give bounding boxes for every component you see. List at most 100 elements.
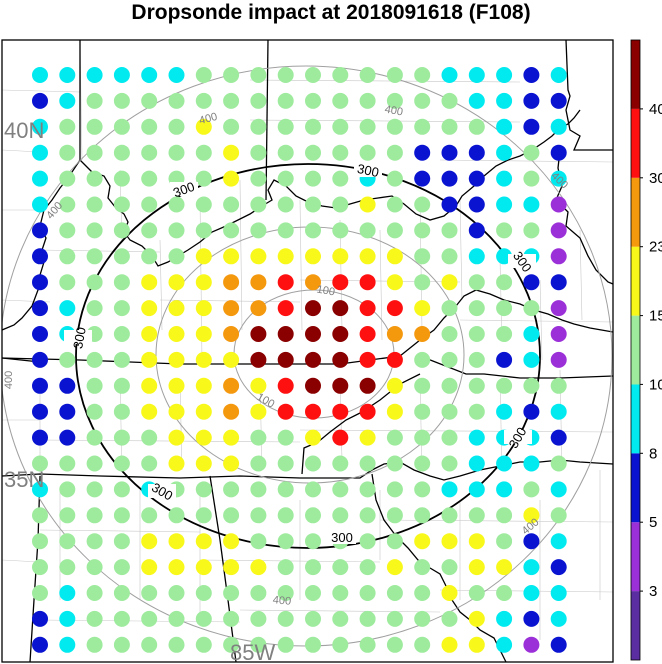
dropsonde-marker <box>168 533 185 550</box>
dropsonde-marker <box>441 248 458 265</box>
dropsonde-marker <box>305 610 321 627</box>
dropsonde-marker <box>59 118 76 135</box>
dropsonde-marker <box>168 196 185 213</box>
dropsonde-marker <box>195 118 212 135</box>
dropsonde-marker <box>550 274 567 291</box>
dropsonde-marker <box>523 585 540 601</box>
dropsonde-marker <box>496 533 513 550</box>
dropsonde-marker <box>59 222 76 239</box>
dropsonde-marker <box>86 533 103 550</box>
map-frame <box>1 39 614 663</box>
dropsonde-marker <box>223 585 240 601</box>
dropsonde-marker <box>496 196 513 213</box>
dropsonde-marker <box>223 455 240 472</box>
colorbar-tick-label: 10 <box>649 376 662 393</box>
dropsonde-marker <box>550 429 567 446</box>
dropsonde-marker <box>113 403 130 420</box>
dropsonde-marker <box>523 610 540 627</box>
dropsonde-marker <box>305 351 321 368</box>
colorbar-tick-label: 5 <box>649 514 657 531</box>
dropsonde-marker <box>195 533 212 550</box>
dropsonde-marker <box>332 636 349 653</box>
dropsonde-marker <box>59 507 76 524</box>
dropsonde-marker <box>359 610 376 627</box>
dropsonde-marker <box>168 610 185 627</box>
dropsonde-marker <box>141 326 158 342</box>
dropsonde-marker <box>86 455 103 472</box>
dropsonde-marker <box>195 92 212 109</box>
dropsonde-marker <box>277 636 294 653</box>
dropsonde-marker <box>195 377 212 394</box>
colorbar-segment <box>631 246 640 316</box>
dropsonde-marker <box>386 351 403 368</box>
dropsonde-marker <box>250 559 267 576</box>
dropsonde-marker <box>141 222 158 239</box>
dropsonde-marker <box>496 118 513 135</box>
dropsonde-marker <box>168 67 185 83</box>
colorbar-segment <box>631 108 640 178</box>
dropsonde-marker <box>113 507 130 524</box>
dropsonde-marker <box>32 222 48 239</box>
dropsonde-marker <box>305 507 321 524</box>
dropsonde-marker <box>359 585 376 601</box>
dropsonde-marker <box>332 196 349 213</box>
colorbar-tick-label: 23 <box>649 239 662 256</box>
dropsonde-marker <box>441 222 458 239</box>
colorbar-segment <box>631 453 640 523</box>
dropsonde-marker <box>223 118 240 135</box>
dropsonde-marker <box>32 144 48 161</box>
dropsonde-marker <box>305 377 321 394</box>
dropsonde-marker <box>277 481 294 498</box>
dropsonde-marker <box>113 585 130 601</box>
dropsonde-marker <box>32 170 48 187</box>
dropsonde-marker <box>86 196 103 213</box>
dropsonde-marker <box>359 274 376 291</box>
dropsonde-marker <box>523 326 540 342</box>
dropsonde-marker <box>550 636 567 653</box>
dropsonde-marker <box>32 377 48 394</box>
dropsonde-marker <box>386 585 403 601</box>
colorbar-frame <box>630 39 641 661</box>
dropsonde-marker <box>141 429 158 446</box>
dropsonde-marker <box>168 118 185 135</box>
dropsonde-marker <box>168 429 185 446</box>
dropsonde-marker <box>441 429 458 446</box>
dropsonde-marker <box>141 144 158 161</box>
dropsonde-marker <box>359 326 376 342</box>
dropsonde-marker <box>86 559 103 576</box>
dropsonde-marker <box>59 636 76 653</box>
dropsonde-marker <box>523 533 540 550</box>
dropsonde-marker <box>386 222 403 239</box>
dropsonde-marker <box>86 274 103 291</box>
dropsonde-marker <box>386 533 403 550</box>
contour-label-300: 300 <box>171 179 197 201</box>
dropsonde-marker <box>359 455 376 472</box>
dropsonde-marker <box>305 248 321 265</box>
dropsonde-marker <box>59 274 76 291</box>
dropsonde-marker <box>168 507 185 524</box>
dropsonde-marker <box>59 144 76 161</box>
contour-label-400: 400 <box>384 103 404 118</box>
dropsonde-marker <box>168 222 185 239</box>
dropsonde-marker <box>523 507 540 524</box>
dropsonde-marker <box>32 67 48 83</box>
dropsonde-marker <box>168 351 185 368</box>
dropsonde-marker <box>223 377 240 394</box>
dropsonde-marker <box>332 300 349 317</box>
dropsonde-marker <box>386 144 403 161</box>
dropsonde-marker <box>359 92 376 109</box>
dropsonde-marker <box>468 170 485 187</box>
dropsonde-marker <box>359 507 376 524</box>
dropsonde-marker <box>468 300 485 317</box>
dropsonde-marker <box>332 170 349 187</box>
dropsonde-marker <box>414 403 431 420</box>
dropsonde-marker <box>32 429 48 446</box>
dropsonde-marker <box>250 300 267 317</box>
dropsonde-marker <box>468 559 485 576</box>
dropsonde-marker <box>386 610 403 627</box>
dropsonde-marker <box>141 559 158 576</box>
dropsonde-marker <box>359 533 376 550</box>
dropsonde-marker <box>468 222 485 239</box>
dropsonde-marker <box>468 636 485 653</box>
dropsonde-marker <box>414 92 431 109</box>
